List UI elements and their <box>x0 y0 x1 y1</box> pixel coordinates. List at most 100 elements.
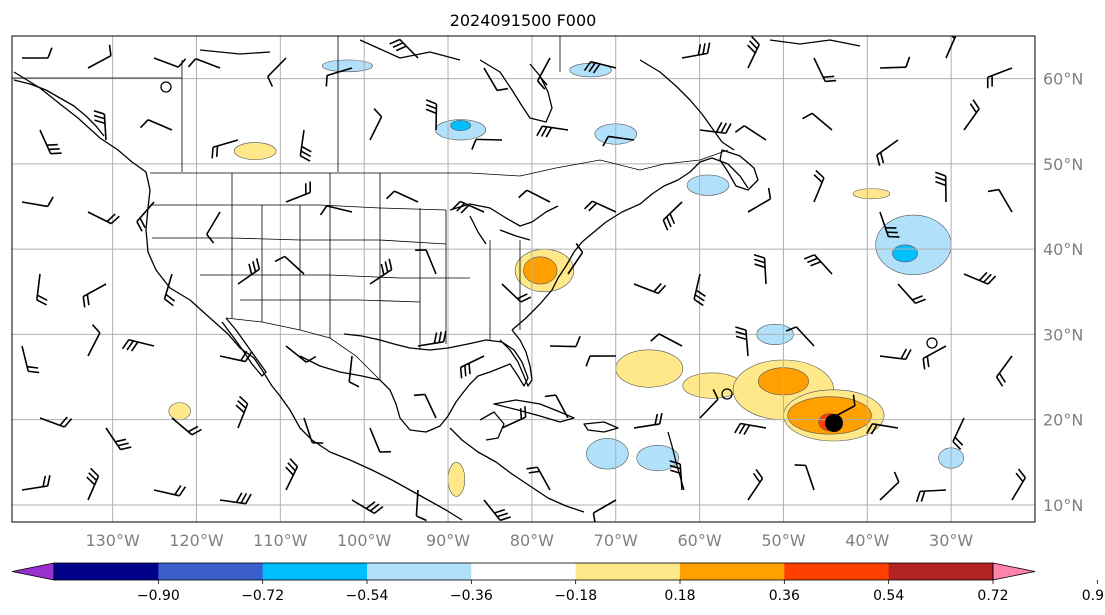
small-circle-marker <box>160 81 172 93</box>
wind-barb <box>879 471 900 501</box>
wind-barb <box>734 125 767 141</box>
wind-barb <box>36 273 48 306</box>
wind-barb <box>986 67 1013 89</box>
wind-barb <box>549 336 581 348</box>
wind-barb <box>303 417 324 444</box>
wind-barb <box>211 139 239 159</box>
wind-barb <box>879 56 911 69</box>
colorbar-segment <box>158 563 264 580</box>
wind-barb <box>922 345 947 370</box>
colorbar-tick-label: 0.18 <box>664 588 695 604</box>
latitude-label: 50°N <box>1043 155 1083 174</box>
contour-region <box>875 214 952 276</box>
wind-barb <box>650 333 683 347</box>
wind-barb <box>536 57 551 90</box>
wind-barb <box>415 489 427 522</box>
coast-west-north-america <box>13 71 463 521</box>
wind-barb <box>121 338 155 352</box>
wind-barb <box>22 47 53 59</box>
wind-barb <box>425 99 438 131</box>
colorbar-extend-high <box>992 562 1036 581</box>
political-borders <box>12 36 729 381</box>
wind-barb <box>93 110 107 141</box>
wind-barb <box>526 466 551 491</box>
longitude-label: 100°W <box>337 531 392 550</box>
wind-barb <box>299 129 312 162</box>
longitude-labels: 130°W 120°W 110°W 100°W 90°W 80°W 70°W 60°W 50°W… <box>85 531 973 550</box>
wind-barb <box>483 499 511 522</box>
wind-barb <box>897 283 926 305</box>
wind-barb <box>583 200 617 213</box>
longitude-label: 110°W <box>253 531 308 550</box>
small-circle-marker <box>721 388 733 400</box>
wind-barb <box>206 211 221 244</box>
wind-barb <box>87 44 112 69</box>
wind-barb <box>785 326 815 347</box>
wind-barb <box>915 489 947 503</box>
latitude-label: 60°N <box>1043 70 1083 89</box>
border-canada-north <box>12 36 561 172</box>
colorbar-tick-label: 0.54 <box>873 588 904 604</box>
wind-barb <box>285 458 299 491</box>
wind-barb <box>734 422 767 435</box>
wind-barb <box>163 273 176 307</box>
wind-barb <box>21 345 40 374</box>
wind-barb <box>87 324 101 357</box>
wind-barb <box>747 468 764 501</box>
wind-barb <box>501 406 527 429</box>
wind-barb <box>459 355 485 379</box>
wind-barb <box>585 355 617 367</box>
storm-center-marker <box>825 414 843 432</box>
wind-barb <box>544 394 569 419</box>
wind-barb <box>237 258 261 285</box>
coast-yucatan <box>479 411 505 441</box>
coast-east <box>511 157 749 331</box>
longitude-label: 40°W <box>845 531 889 550</box>
wind-barb <box>583 60 617 74</box>
colorbar-segment <box>784 563 890 580</box>
wind-barb <box>633 413 663 429</box>
longitude-label: 70°W <box>594 531 638 550</box>
contour-region <box>852 188 891 200</box>
longitude-label: 50°W <box>761 531 805 550</box>
wind-barb <box>348 355 360 388</box>
contour-region <box>686 174 730 196</box>
wind-barb <box>536 125 569 138</box>
longitude-label: 80°W <box>510 531 554 550</box>
colorbar-segment <box>262 563 368 580</box>
wind-barb <box>699 121 732 135</box>
gridlines <box>12 36 1035 522</box>
contour-region <box>233 142 277 160</box>
wind-barb <box>662 201 683 231</box>
wind-barbs <box>21 36 1026 522</box>
wind-barb <box>451 200 485 214</box>
longitude-label: 120°W <box>169 531 224 550</box>
wind-barb <box>285 181 312 203</box>
map-frame <box>11 35 1036 523</box>
wind-barb <box>87 211 120 225</box>
wind-barb <box>267 57 287 87</box>
longitude-label: 90°W <box>426 531 470 550</box>
wind-barb <box>274 255 305 275</box>
colorbar-extend-low <box>11 562 55 581</box>
wind-barb <box>136 201 155 232</box>
wind-barb <box>963 271 997 285</box>
wind-barb <box>21 474 51 491</box>
wind-barb <box>413 393 437 419</box>
contour-region <box>321 59 373 73</box>
coast-hudson-bay <box>479 59 553 123</box>
contour-region <box>615 349 684 388</box>
wind-barb <box>602 135 635 147</box>
wind-barb <box>219 350 253 363</box>
contour-region <box>682 372 742 399</box>
wind-barb <box>995 355 1013 387</box>
wind-barb <box>369 108 383 141</box>
wind-barb <box>86 467 100 501</box>
contour-region <box>447 462 466 497</box>
colorbar-tick-label: −0.36 <box>450 588 493 604</box>
wind-barb <box>483 67 509 92</box>
wind-barb <box>389 38 419 59</box>
wind-barb <box>753 253 767 285</box>
colorbar-tick-label: −0.54 <box>346 588 389 604</box>
wind-barb <box>879 211 900 238</box>
